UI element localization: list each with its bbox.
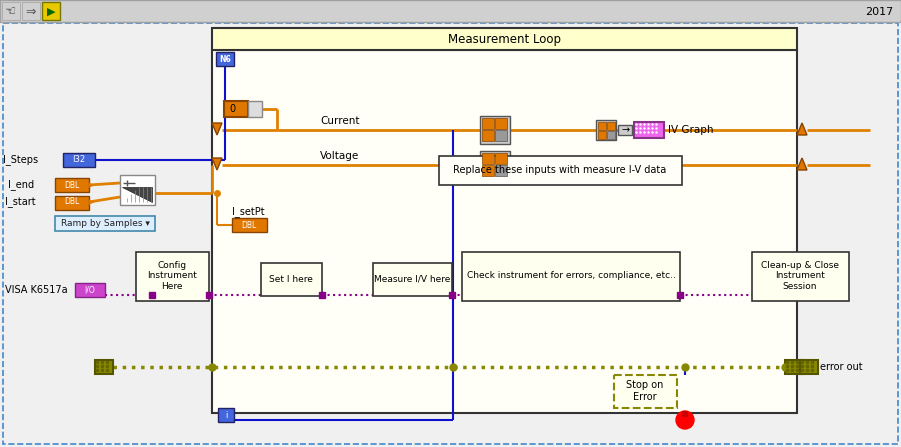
FancyBboxPatch shape	[596, 120, 616, 140]
Text: DBL: DBL	[64, 181, 79, 190]
Text: DBL: DBL	[241, 220, 257, 229]
Polygon shape	[797, 123, 807, 135]
Text: I_setPt: I_setPt	[232, 207, 265, 217]
Text: ▶: ▶	[89, 199, 95, 205]
FancyBboxPatch shape	[785, 360, 803, 374]
Text: I/O: I/O	[85, 286, 96, 295]
FancyBboxPatch shape	[232, 218, 267, 232]
Text: Stop on
Error: Stop on Error	[626, 380, 664, 402]
Text: error out: error out	[820, 362, 862, 372]
FancyBboxPatch shape	[22, 2, 40, 20]
Text: ⇒: ⇒	[26, 5, 36, 18]
Text: Set I here: Set I here	[269, 274, 313, 283]
FancyBboxPatch shape	[120, 175, 155, 205]
FancyBboxPatch shape	[95, 360, 113, 374]
Polygon shape	[797, 158, 807, 170]
Text: VISA K6517a: VISA K6517a	[5, 285, 68, 295]
Text: Check instrument for errors, compliance, etc..: Check instrument for errors, compliance,…	[467, 271, 676, 281]
FancyBboxPatch shape	[218, 408, 234, 422]
Text: DBL: DBL	[64, 198, 79, 207]
Text: ☜: ☜	[5, 5, 16, 18]
Text: Voltage: Voltage	[321, 151, 359, 161]
Text: Replace these inputs with measure I-V data: Replace these inputs with measure I-V da…	[453, 165, 667, 175]
Text: Measure I/V here: Measure I/V here	[374, 274, 450, 283]
FancyBboxPatch shape	[55, 216, 155, 231]
FancyBboxPatch shape	[598, 122, 606, 130]
FancyBboxPatch shape	[634, 122, 664, 138]
FancyBboxPatch shape	[248, 101, 262, 117]
FancyBboxPatch shape	[752, 252, 849, 301]
FancyBboxPatch shape	[598, 131, 606, 139]
Polygon shape	[122, 187, 152, 202]
FancyBboxPatch shape	[618, 125, 632, 135]
FancyBboxPatch shape	[607, 122, 615, 130]
FancyBboxPatch shape	[212, 28, 797, 50]
FancyBboxPatch shape	[482, 153, 494, 164]
Polygon shape	[212, 123, 222, 135]
Text: →: →	[622, 125, 630, 135]
FancyBboxPatch shape	[480, 116, 510, 144]
FancyBboxPatch shape	[75, 283, 105, 297]
FancyBboxPatch shape	[2, 2, 20, 20]
FancyBboxPatch shape	[55, 196, 89, 210]
FancyBboxPatch shape	[495, 165, 507, 176]
FancyBboxPatch shape	[136, 252, 209, 301]
Text: Clean-up & Close
Instrument
Session: Clean-up & Close Instrument Session	[761, 261, 839, 291]
Text: ▶: ▶	[89, 182, 95, 188]
Polygon shape	[212, 158, 222, 170]
FancyBboxPatch shape	[0, 0, 901, 22]
Text: I_end: I_end	[8, 180, 34, 190]
FancyBboxPatch shape	[495, 130, 507, 141]
FancyBboxPatch shape	[682, 411, 688, 417]
FancyBboxPatch shape	[480, 151, 510, 179]
FancyBboxPatch shape	[42, 2, 60, 20]
FancyBboxPatch shape	[439, 156, 682, 185]
FancyBboxPatch shape	[261, 263, 322, 296]
FancyBboxPatch shape	[216, 52, 234, 66]
Text: i: i	[225, 410, 227, 419]
Text: N6: N6	[219, 55, 231, 63]
FancyBboxPatch shape	[373, 263, 452, 296]
Circle shape	[676, 411, 694, 429]
Text: Current: Current	[320, 116, 359, 126]
FancyBboxPatch shape	[495, 153, 507, 164]
Text: I_start: I_start	[5, 197, 36, 207]
FancyBboxPatch shape	[482, 165, 494, 176]
FancyBboxPatch shape	[3, 23, 898, 444]
Text: Config
Instrument
Here: Config Instrument Here	[147, 261, 197, 291]
FancyBboxPatch shape	[482, 118, 494, 129]
FancyBboxPatch shape	[462, 252, 680, 301]
FancyBboxPatch shape	[495, 118, 507, 129]
Text: IV Graph: IV Graph	[668, 125, 714, 135]
FancyBboxPatch shape	[607, 131, 615, 139]
FancyBboxPatch shape	[800, 360, 818, 374]
Text: 0: 0	[229, 104, 235, 114]
FancyBboxPatch shape	[224, 101, 248, 117]
Text: I32: I32	[72, 156, 86, 164]
FancyBboxPatch shape	[63, 153, 95, 167]
Text: ▶: ▶	[47, 7, 55, 17]
Text: Ramp by Samples ▾: Ramp by Samples ▾	[60, 219, 150, 228]
Text: Measurement Loop: Measurement Loop	[448, 33, 560, 46]
FancyBboxPatch shape	[55, 178, 89, 192]
FancyBboxPatch shape	[212, 50, 797, 413]
FancyBboxPatch shape	[614, 375, 677, 408]
FancyBboxPatch shape	[482, 130, 494, 141]
Text: I_Steps: I_Steps	[3, 155, 38, 165]
Text: 2017: 2017	[865, 7, 893, 17]
